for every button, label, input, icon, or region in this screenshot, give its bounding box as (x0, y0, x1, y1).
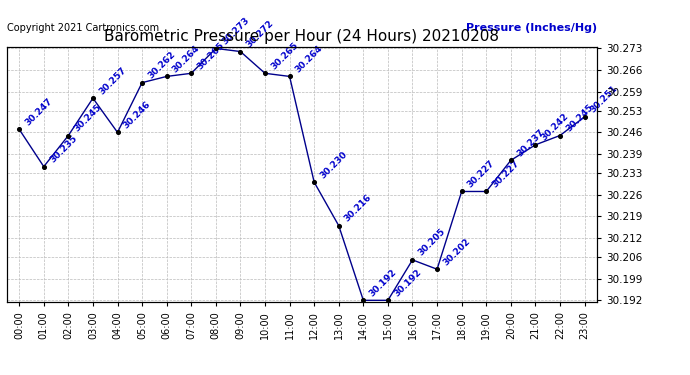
Point (481, 189, 492, 195)
Text: 30.237: 30.237 (515, 128, 546, 158)
Point (14, 126, 25, 132)
Point (259, 70, 270, 76)
Text: 30.264: 30.264 (171, 44, 201, 74)
Point (210, 45, 221, 51)
Text: 30.264: 30.264 (294, 44, 324, 74)
Point (333, 223, 344, 229)
Point (530, 142, 541, 148)
Point (382, 297, 393, 303)
Text: 30.245: 30.245 (72, 102, 104, 134)
Point (284, 74, 295, 80)
Text: 30.247: 30.247 (23, 96, 55, 127)
Text: 30.272: 30.272 (244, 18, 275, 50)
Text: 30.257: 30.257 (97, 65, 128, 96)
Text: Copyright 2021 Cartronics.com: Copyright 2021 Cartronics.com (7, 23, 159, 33)
Text: 30.230: 30.230 (318, 149, 349, 180)
Point (137, 80, 148, 86)
Point (63, 132, 74, 138)
Text: 30.265: 30.265 (195, 40, 226, 71)
Text: Pressure (Inches/Hg): Pressure (Inches/Hg) (466, 23, 597, 33)
Text: 30.192: 30.192 (368, 267, 398, 298)
Point (579, 114, 590, 120)
Text: 30.245: 30.245 (564, 102, 595, 134)
Point (235, 48, 246, 54)
Point (456, 189, 467, 195)
Point (186, 70, 197, 76)
Text: 30.227: 30.227 (466, 159, 497, 189)
Text: 30.251: 30.251 (589, 84, 620, 115)
Title: Barometric Pressure per Hour (24 Hours) 20210208: Barometric Pressure per Hour (24 Hours) … (104, 29, 500, 44)
Point (555, 132, 566, 138)
Point (358, 297, 369, 303)
Text: 30.262: 30.262 (146, 50, 177, 81)
Point (505, 158, 516, 164)
Text: 30.227: 30.227 (491, 159, 521, 189)
Text: 30.216: 30.216 (343, 193, 374, 224)
Text: 30.242: 30.242 (540, 112, 571, 142)
Text: 30.265: 30.265 (269, 40, 300, 71)
Text: 30.246: 30.246 (121, 99, 152, 130)
Point (88, 95, 99, 101)
Point (407, 257, 418, 263)
Point (112, 129, 123, 135)
Text: 30.202: 30.202 (441, 236, 472, 267)
Text: 30.273: 30.273 (220, 15, 251, 46)
Text: 30.205: 30.205 (417, 227, 447, 258)
Text: 30.192: 30.192 (392, 267, 423, 298)
Text: 30.235: 30.235 (48, 134, 79, 164)
Point (161, 74, 172, 80)
Point (431, 266, 442, 272)
Point (38, 164, 49, 170)
Point (308, 179, 319, 185)
